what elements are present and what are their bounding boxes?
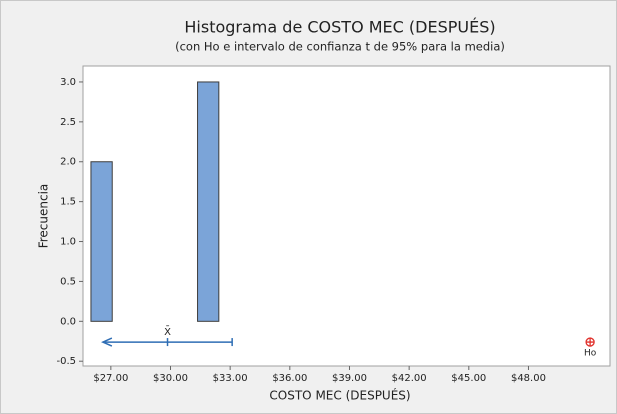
x-tick-label: $30.00 (153, 373, 188, 384)
y-tick-label: 1.5 (60, 197, 76, 208)
y-tick-label: 0.0 (60, 316, 76, 327)
chart-subtitle: (con Ho e intervalo de confianza t de 95… (175, 40, 505, 54)
x-tick-label: $48.00 (511, 373, 546, 384)
y-tick-label: 2.0 (60, 157, 76, 168)
interval-arrow (101, 337, 113, 347)
bar (90, 161, 113, 322)
y-tick-label: 1.0 (60, 237, 76, 248)
x-tick-label: $45.00 (451, 373, 486, 384)
y-tick-label: 0.5 (60, 276, 76, 287)
x-axis-label: COSTO MEC (DESPUÉS) (269, 388, 410, 403)
x-tick-label: $36.00 (272, 373, 307, 384)
ho-cross (586, 338, 595, 347)
x-tick-label: $33.00 (213, 373, 248, 384)
y-tick-label: 2.5 (60, 117, 76, 128)
plot-area (82, 65, 611, 367)
mean-label: X̄ (164, 325, 171, 338)
y-tick-label: -0.5 (56, 356, 76, 367)
x-tick-label: $27.00 (93, 373, 128, 384)
x-tick-label: $42.00 (392, 373, 427, 384)
y-axis-label: Frecuencia (37, 184, 51, 249)
bar (197, 81, 220, 322)
ho-label: Ho (584, 349, 597, 359)
y-tick-label: 3.0 (60, 77, 76, 88)
x-tick-label: $39.00 (332, 373, 367, 384)
chart-title: Histograma de COSTO MEC (DESPUÉS) (184, 18, 495, 37)
